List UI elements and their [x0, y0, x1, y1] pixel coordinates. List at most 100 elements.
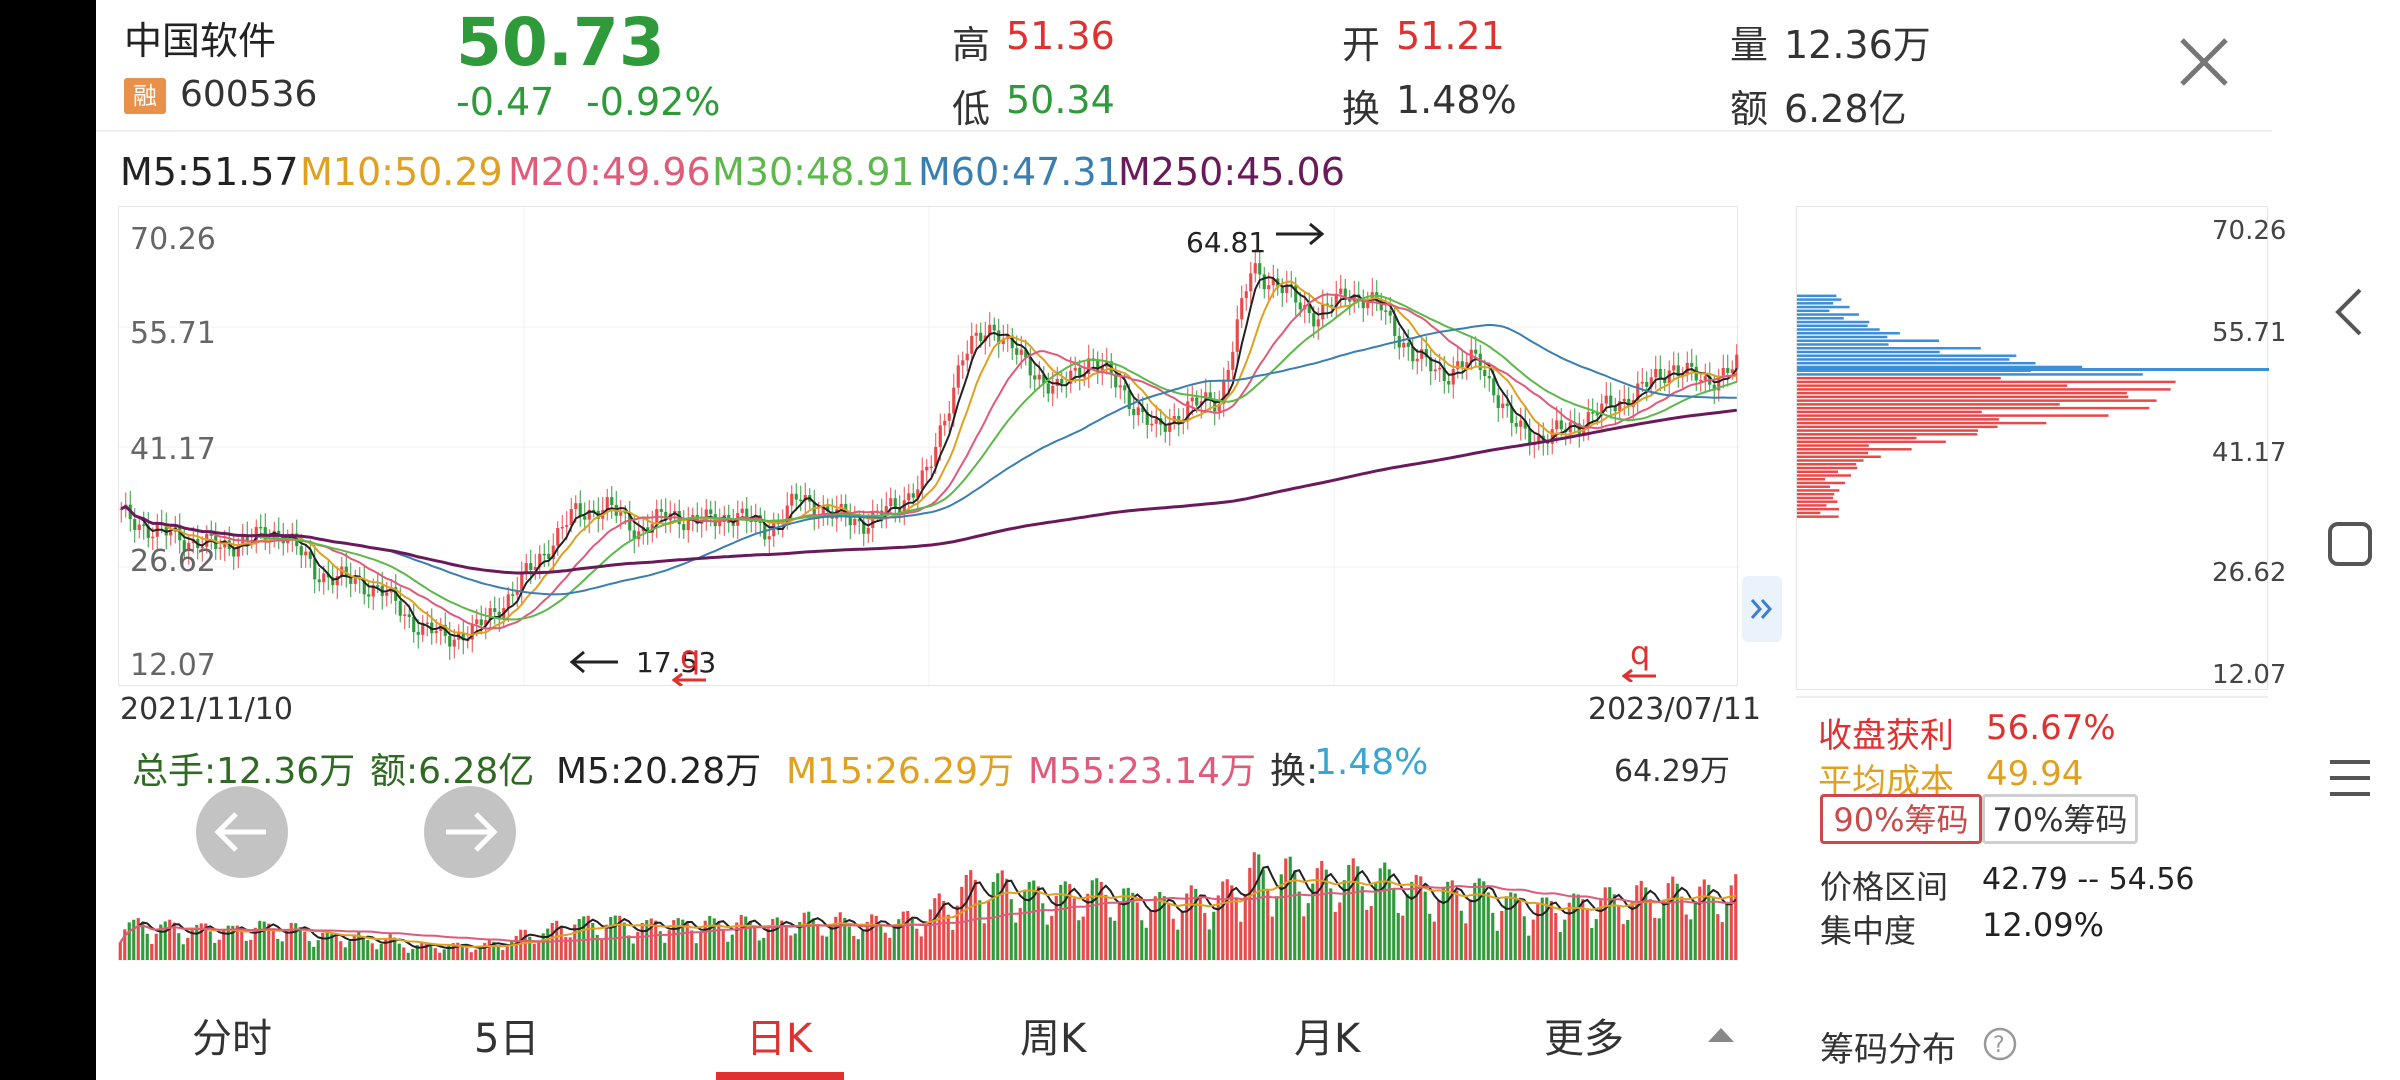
volume-bar: [1108, 917, 1112, 960]
candle-body: [1361, 297, 1365, 309]
volume-bar: [982, 923, 986, 960]
candle-body: [493, 608, 497, 612]
chip-bar: [1797, 496, 1834, 500]
volume-bar: [1369, 906, 1373, 960]
candle-body: [349, 575, 353, 584]
volume-bar: [1059, 884, 1063, 960]
volume-bar: [186, 937, 190, 960]
candle-body: [538, 553, 542, 568]
candle-body: [920, 470, 924, 490]
volume-bar: [1162, 896, 1166, 960]
volume-bar: [1513, 893, 1517, 960]
end-date: 2023/07/11: [1588, 692, 1761, 727]
chip-bar: [1797, 380, 2176, 384]
volume-bar: [1077, 920, 1081, 960]
ma5-label: M5:51.57: [120, 150, 299, 194]
candle-body: [475, 619, 479, 624]
recents-nav-icon[interactable]: [2326, 756, 2374, 800]
event-marker-icon[interactable]: q: [672, 640, 708, 686]
volume-bar: [1239, 921, 1243, 960]
volume-bar: [1248, 867, 1252, 960]
prev-button[interactable]: [196, 786, 288, 878]
volume-bar: [528, 936, 532, 960]
volume-bar: [1491, 912, 1495, 960]
volume-bar: [276, 938, 280, 960]
caret-up-icon[interactable]: [1706, 1024, 1736, 1044]
volume-bar: [487, 939, 491, 960]
candle-body: [263, 527, 267, 541]
candle-body: [479, 619, 483, 626]
volume-bar: [1221, 881, 1225, 960]
chip-bar: [1797, 485, 1830, 488]
volume-bar: [316, 940, 320, 960]
candle-body: [1712, 384, 1716, 391]
volume-bar: [1270, 916, 1274, 960]
volume-bar: [1720, 922, 1724, 960]
volume-bar: [1036, 886, 1040, 960]
candle-body: [1330, 304, 1334, 307]
next-button[interactable]: [424, 786, 516, 878]
volume-bar: [1086, 893, 1090, 960]
volume-canvas: [118, 852, 1738, 961]
close-icon[interactable]: [2168, 26, 2240, 98]
volume-bar: [1257, 854, 1261, 960]
volume-bar: [1338, 902, 1342, 960]
tab-intraday[interactable]: 分时: [192, 1016, 272, 1062]
volume-bar: [312, 946, 316, 960]
candle-body: [412, 616, 416, 633]
profit-label: 收盘获利: [1818, 716, 1954, 756]
expand-panel-button[interactable]: [1742, 576, 1782, 642]
candle-body: [1433, 369, 1437, 372]
candle-body: [470, 623, 474, 640]
volume-bar: [1023, 889, 1027, 960]
candle-body: [1280, 287, 1284, 294]
volume-bar: [933, 898, 937, 960]
tab-5day[interactable]: 5日: [474, 1016, 540, 1062]
candle-body: [1334, 293, 1338, 307]
volume-bar: [942, 900, 946, 960]
tab-weekly-k[interactable]: 周K: [1020, 1016, 1087, 1062]
volume-bar: [424, 942, 428, 960]
candle-body: [1645, 382, 1649, 387]
volume-bar: [325, 931, 329, 960]
candle-body: [979, 332, 983, 342]
volume-bar: [307, 941, 311, 960]
candle-body: [1496, 395, 1500, 408]
volume-bar: [285, 930, 289, 960]
candle-body: [1627, 398, 1631, 407]
volume-chart[interactable]: [118, 734, 1738, 964]
chip-bar: [1797, 346, 1981, 350]
chip-90-button[interactable]: 90%筹码: [1820, 794, 1982, 844]
candle-body: [1460, 361, 1464, 367]
volume-bar: [1725, 901, 1729, 960]
volume-bar: [757, 940, 761, 960]
candle-body: [551, 545, 555, 559]
volume-bar: [1279, 874, 1283, 960]
tab-monthly-k[interactable]: 月K: [1294, 1016, 1361, 1062]
volume-bar: [892, 927, 896, 960]
volume-bar: [1612, 894, 1616, 960]
candle-body: [1019, 349, 1023, 355]
volume-bar: [1185, 893, 1189, 960]
volume-bar: [523, 929, 527, 960]
y-tick-2: 41.17: [130, 432, 216, 467]
candle-body: [394, 587, 398, 601]
candle-body: [1366, 302, 1370, 309]
chip-70-button[interactable]: 70%筹码: [1982, 794, 2138, 844]
back-nav-icon[interactable]: [2330, 284, 2370, 340]
kline-chart[interactable]: [118, 206, 1739, 687]
help-icon[interactable]: ?: [1982, 1026, 2018, 1062]
ma60-label: M60:47.31: [918, 150, 1121, 194]
volume-bar: [802, 912, 806, 960]
candle-body: [119, 508, 123, 511]
chip-y-tick-0: 70.26: [2212, 216, 2287, 246]
candle-body: [1699, 379, 1703, 382]
volume-bar: [1153, 896, 1157, 960]
tab-daily-k[interactable]: 日K: [746, 1016, 813, 1062]
tab-more[interactable]: 更多: [1544, 1016, 1624, 1062]
candle-body: [790, 493, 794, 506]
chip-distribution-chart[interactable]: [1796, 206, 2269, 690]
event-marker-icon[interactable]: q: [1622, 636, 1658, 682]
candle-body: [848, 517, 852, 526]
home-nav-icon[interactable]: [2326, 520, 2374, 568]
